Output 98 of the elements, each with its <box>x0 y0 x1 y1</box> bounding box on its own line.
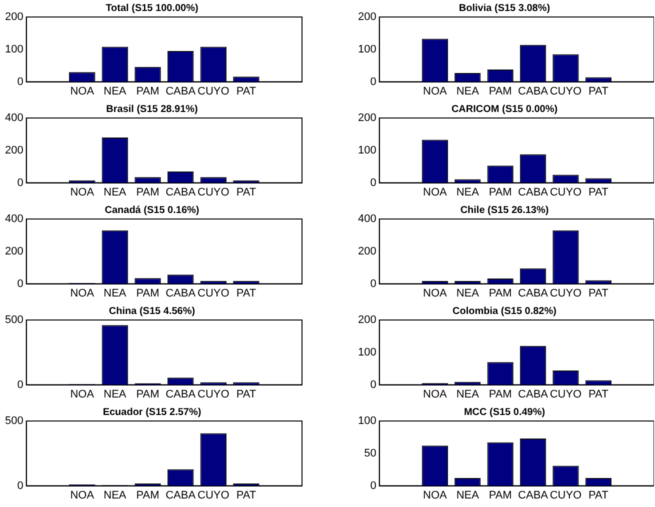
y-tick-label: 200 <box>358 314 376 326</box>
y-tick-label: 0 <box>17 76 24 88</box>
chart-title: CARICOM (S15 0.00%) <box>451 104 558 115</box>
x-tick-label: NOA <box>70 489 95 502</box>
x-tick-label: CUYO <box>550 489 582 502</box>
x-tick-label: CUYO <box>550 186 582 198</box>
x-tick-label: PAM <box>136 489 160 502</box>
y-tick-label: 0 <box>370 76 376 88</box>
x-tick-label: CUYO <box>198 287 230 300</box>
y-tick-label: 50 <box>364 447 376 460</box>
x-tick-label: CUYO <box>550 85 582 98</box>
x-tick-label: NOA <box>423 388 448 400</box>
x-tick-label: PAT <box>588 489 609 502</box>
x-tick-label: PAT <box>588 388 609 400</box>
y-tick-label: 200 <box>4 11 24 24</box>
y-tick-label: 100 <box>358 415 376 428</box>
x-tick-label: PAM <box>136 287 160 300</box>
x-tick-label: CUYO <box>198 85 230 98</box>
x-tick-label: PAT <box>236 85 256 98</box>
x-tick-label: PAM <box>488 489 512 502</box>
x-tick-label: NOA <box>423 287 448 300</box>
x-tick-label: CUYO <box>550 388 582 400</box>
x-tick-label: NEA <box>104 388 127 400</box>
x-tick-label: NEA <box>104 85 127 98</box>
y-tick-label: 0 <box>370 480 376 492</box>
y-tick-label: 200 <box>358 245 376 258</box>
y-tick-label: 100 <box>358 346 376 358</box>
chart-title: Canadá (S15 0.16%) <box>104 204 200 216</box>
y-tick-label: 400 <box>4 112 24 124</box>
x-tick-label: PAT <box>236 186 256 198</box>
x-tick-label: PAT <box>588 85 609 98</box>
y-tick-label: 400 <box>4 213 24 226</box>
x-tick-label: PAT <box>236 287 256 300</box>
y-tick-label: 500 <box>4 314 24 326</box>
x-tick-label: CABA <box>166 85 196 98</box>
y-tick-label: 200 <box>358 11 376 24</box>
chart-title: MCC (S15 0.49%) <box>464 406 546 418</box>
y-tick-label: 0 <box>370 176 376 189</box>
chart-title: Total (S15 100.00%) <box>106 2 198 14</box>
x-tick-label: PAT <box>236 388 256 400</box>
chart-title: China (S15 4.56%) <box>108 306 196 317</box>
x-tick-label: CABA <box>518 388 549 400</box>
x-tick-label: NEA <box>456 489 480 502</box>
y-tick-label: 200 <box>4 144 24 156</box>
y-tick-label: 200 <box>4 245 24 258</box>
x-tick-label: CABA <box>518 186 549 198</box>
x-tick-label: NEA <box>456 287 480 300</box>
x-tick-label: NEA <box>456 85 480 98</box>
x-tick-label: NEA <box>104 287 127 300</box>
x-tick-label: NEA <box>104 186 127 198</box>
chart-title: Bolivia (S15 3.08%) <box>458 2 550 14</box>
chart-title: Ecuador (S15 2.57%) <box>102 406 202 418</box>
x-tick-label: NEA <box>456 186 480 198</box>
chart-title: Colombia (S15 0.82%) <box>452 306 556 317</box>
x-tick-label: CABA <box>166 489 196 502</box>
x-tick-label: NOA <box>423 186 448 198</box>
x-tick-label: PAT <box>236 489 256 502</box>
x-tick-label: PAM <box>488 85 512 98</box>
chart-title: Chile (S15 26.13%) <box>460 204 549 216</box>
x-tick-label: CABA <box>518 85 549 98</box>
y-tick-label: 100 <box>4 43 24 56</box>
y-tick-label: 0 <box>17 480 24 492</box>
y-tick-label: 400 <box>358 213 376 226</box>
y-tick-label: 100 <box>358 43 376 56</box>
x-tick-label: PAT <box>588 186 609 198</box>
x-tick-label: CUYO <box>198 186 230 198</box>
y-tick-label: 0 <box>370 278 376 290</box>
y-tick-label: 0 <box>17 176 24 189</box>
y-tick-label: 200 <box>358 112 376 124</box>
x-tick-label: PAM <box>136 186 160 198</box>
x-tick-label: NOA <box>70 388 95 400</box>
x-tick-label: CABA <box>166 287 196 300</box>
x-tick-label: CABA <box>518 287 549 300</box>
chart-title: Brasil (S15 28.91%) <box>106 104 198 115</box>
y-tick-label: 100 <box>358 144 376 156</box>
x-tick-label: PAM <box>488 186 512 198</box>
x-tick-label: PAM <box>488 388 512 400</box>
x-tick-label: NOA <box>70 186 95 198</box>
x-tick-label: CUYO <box>550 287 582 300</box>
x-tick-label: NOA <box>70 85 95 98</box>
y-tick-label: 0 <box>370 378 376 391</box>
x-tick-label: PAT <box>588 287 609 300</box>
x-tick-label: PAM <box>488 287 512 300</box>
x-tick-label: CABA <box>518 489 549 502</box>
x-tick-label: CABA <box>166 186 196 198</box>
y-tick-label: 500 <box>4 415 24 428</box>
y-tick-label: 0 <box>17 278 24 290</box>
x-tick-label: CUYO <box>198 489 230 502</box>
x-tick-label: NOA <box>70 287 95 300</box>
x-tick-label: NEA <box>456 388 480 400</box>
x-tick-label: NOA <box>423 85 448 98</box>
x-tick-label: PAM <box>136 388 160 400</box>
x-tick-label: CUYO <box>198 388 230 400</box>
x-tick-label: NOA <box>423 489 448 502</box>
x-tick-label: PAM <box>136 85 160 98</box>
x-tick-label: CABA <box>166 388 196 400</box>
x-tick-label: NEA <box>104 489 127 502</box>
y-tick-label: 0 <box>17 378 24 391</box>
